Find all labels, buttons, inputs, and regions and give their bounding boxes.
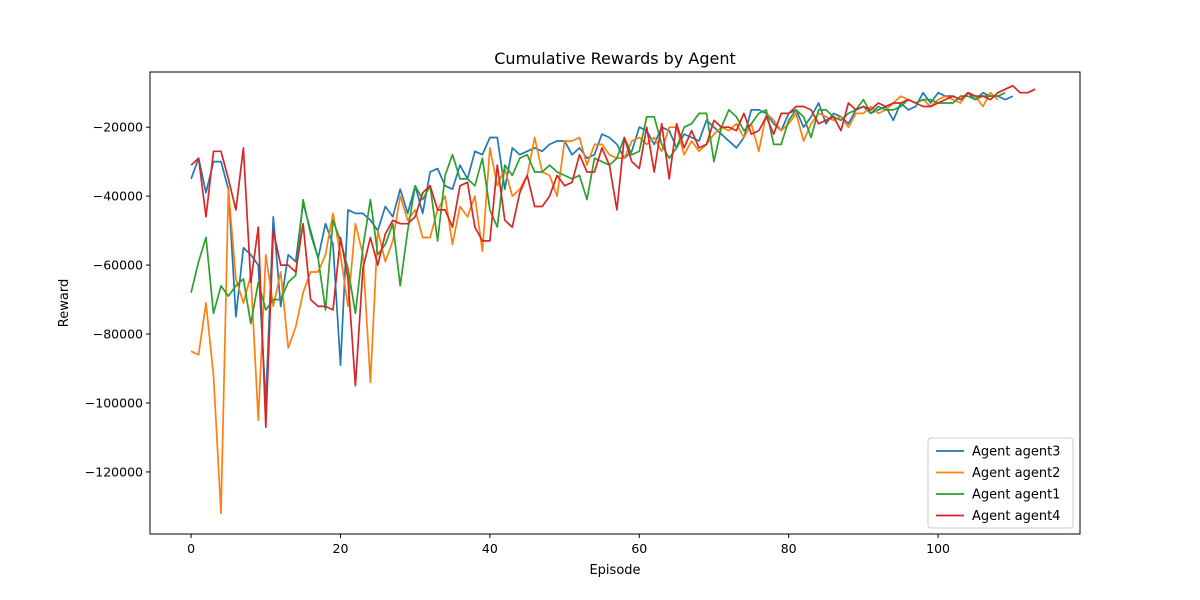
y-tick-label: −40000	[93, 189, 143, 204]
x-tick-label: 20	[333, 541, 349, 556]
legend-label: Agent agent4	[972, 509, 1060, 524]
y-tick-label: −60000	[93, 258, 143, 273]
legend: Agent agent3 Agent agent2 Agent agent1 Agen…	[927, 437, 1074, 529]
legend-box	[927, 437, 1074, 529]
y-axis-label: Reward	[57, 279, 72, 327]
y-tick-label: −120000	[85, 464, 143, 479]
series-line-3	[190, 91, 1006, 325]
x-tick-label: 80	[781, 541, 797, 556]
y-tick-label: −20000	[93, 120, 143, 135]
y-tick-label: −80000	[93, 327, 143, 342]
x-axis-label: Episode	[589, 563, 640, 578]
x-tick-label: 100	[926, 541, 950, 556]
plot-area-frame	[149, 71, 1081, 535]
x-tick-label: 40	[482, 541, 498, 556]
x-tick-label: 0	[187, 541, 195, 556]
legend-label: Agent agent2	[972, 466, 1060, 481]
legend-label: Agent agent1	[972, 488, 1060, 503]
legend-label: Agent agent3	[972, 445, 1060, 460]
series-line-2	[190, 91, 999, 515]
y-tick-label: −100000	[85, 395, 143, 410]
x-axis: 0 20 40 60 80 100	[187, 534, 950, 556]
x-tick-label: 60	[631, 541, 647, 556]
chart-title: Cumulative Rewards by Agent	[494, 49, 735, 68]
y-axis: −120000 −100000 −80000 −60000 −40000 −20000	[85, 120, 150, 479]
plot-lines	[190, 84, 1036, 515]
series-line-4	[190, 84, 1036, 428]
